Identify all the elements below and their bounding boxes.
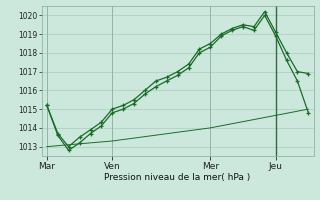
X-axis label: Pression niveau de la mer( hPa ): Pression niveau de la mer( hPa ): [104, 173, 251, 182]
